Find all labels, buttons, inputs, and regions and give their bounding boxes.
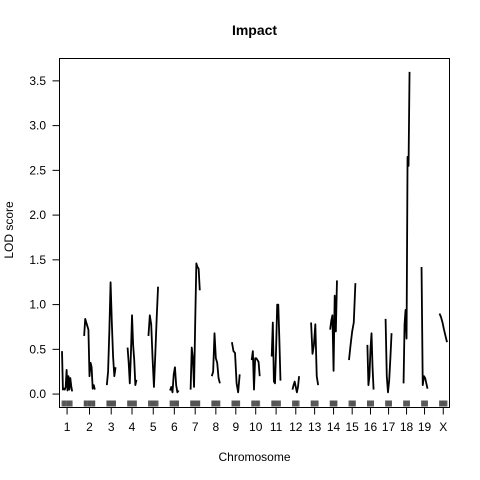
chromosome-label: 7	[192, 420, 199, 434]
y-axis-label: LOD score	[2, 201, 16, 259]
lod-series	[61, 71, 448, 394]
chromosome-label: 18	[400, 420, 414, 434]
chromosome-label: 3	[108, 420, 115, 434]
y-tick-label: 1.0	[29, 298, 46, 312]
chromosome-label: 16	[364, 420, 378, 434]
lod-curve-chr-16	[366, 332, 375, 390]
chromosome-label: X	[439, 420, 447, 434]
lod-curve-chr-17	[384, 318, 393, 394]
lod-curve-chr-10	[250, 350, 261, 391]
chromosome-label: 14	[327, 420, 341, 434]
lod-curve-chr-4	[126, 314, 138, 387]
y-tick-label: 3.5	[29, 74, 46, 88]
lod-curve-chr-X	[438, 313, 448, 343]
chromosome-label: 19	[418, 420, 432, 434]
lod-curve-chr-19	[420, 267, 429, 389]
lod-curve-chr-6	[169, 366, 180, 394]
chromosome-label: 9	[232, 420, 239, 434]
y-tick-label: 0.5	[29, 342, 46, 356]
chart-title: Impact	[232, 22, 277, 38]
x-axis-label: Chromosome	[218, 450, 290, 464]
chromosome-label: 17	[382, 420, 396, 434]
chromosome-label: 13	[308, 420, 322, 434]
lod-curve-chr-1	[61, 351, 74, 392]
lod-curve-chr-18	[402, 71, 411, 384]
marker-rug	[61, 400, 448, 407]
chromosome-label: 10	[249, 420, 263, 434]
y-tick-label: 0.0	[29, 387, 46, 401]
plot-frame	[59, 58, 450, 408]
chromosome-label: 2	[86, 420, 93, 434]
lod-curve-chr-5	[147, 286, 159, 388]
chromosome-label: 11	[270, 420, 283, 434]
lod-curve-chr-13	[310, 322, 320, 386]
y-tick-label: 3.0	[29, 119, 46, 133]
lod-curve-chr-15	[348, 283, 357, 361]
x-axis: 1 2 3 4 5 6 7 8 9 10 11 12 13 14 15 16 17 18 19 X	[64, 407, 447, 434]
chromosome-label: 6	[171, 420, 178, 434]
y-tick-label: 2.5	[29, 163, 46, 177]
chromosome-label: 5	[150, 420, 157, 434]
lod-curve-chr-7	[189, 262, 201, 390]
y-tick-label: 2.0	[29, 208, 46, 222]
lod-curve-chr-11	[270, 303, 282, 385]
lod-curve-chr-3	[105, 281, 117, 386]
chromosome-label: 15	[346, 420, 360, 434]
y-tick-label: 1.5	[29, 253, 46, 267]
chromosome-label: 4	[129, 420, 136, 434]
y-axis: 0.0 0.5 1.0 1.5 2.0 2.5 3.0 3.5	[29, 74, 60, 401]
lod-curve-chr-2	[83, 318, 96, 390]
chromosome-label: 1	[64, 420, 71, 434]
lod-curve-chr-14	[329, 280, 338, 372]
lod-curve-chr-12	[291, 376, 300, 394]
chromosome-label: 12	[289, 420, 303, 434]
lod-curve-chr-9	[231, 342, 241, 394]
lod-curve-chr-8	[210, 332, 221, 384]
chromosome-label: 8	[213, 420, 220, 434]
